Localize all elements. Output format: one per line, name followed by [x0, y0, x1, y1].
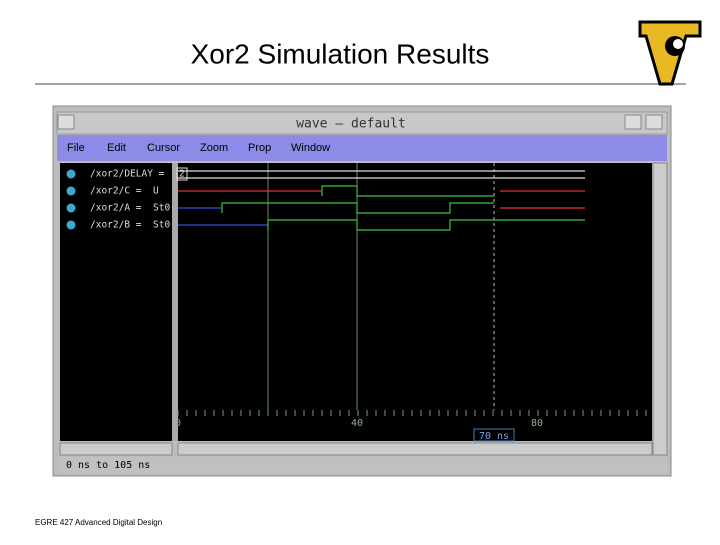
maximize-button[interactable] [645, 114, 663, 130]
menu-bar [57, 135, 667, 161]
status-text: 0 ns to 105 ns [66, 460, 150, 471]
signal-select[interactable] [66, 220, 76, 230]
waveforms [178, 170, 585, 231]
signal-value: U [153, 186, 159, 197]
title-bar [56, 111, 668, 135]
slide-title: Xor2 Simulation Results [191, 38, 490, 69]
signal-names-panel [60, 163, 172, 441]
time-label: 40 [351, 418, 363, 429]
menu-item[interactable]: Prop [248, 142, 271, 154]
signal-name: /xor2/DELAY = [90, 169, 165, 180]
wave-scrollbar[interactable] [177, 442, 653, 456]
names-scrollbar[interactable] [59, 442, 173, 456]
menu-item[interactable]: Zoom [200, 142, 228, 154]
wave-panel [178, 163, 652, 441]
signal-name: /xor2/A = [90, 203, 142, 214]
time-label: 80 [531, 418, 543, 429]
pane-divider[interactable] [172, 163, 178, 441]
menu-item[interactable]: Edit [107, 142, 126, 154]
vertical-scrollbar[interactable] [652, 162, 668, 456]
signal-select[interactable] [66, 203, 76, 213]
value-box [176, 167, 188, 181]
window-title: wave – default [296, 117, 406, 132]
signal-select[interactable] [66, 186, 76, 196]
time-label: 0 [175, 418, 181, 429]
signal-value: St0 [153, 220, 170, 231]
signal-name: /xor2/B = [90, 220, 142, 231]
footer: EGRE 427 Advanced Digital Design [35, 518, 162, 527]
minimize-button[interactable] [624, 114, 642, 130]
status-bar [60, 457, 667, 473]
signal-name: /xor2/C = [90, 186, 142, 197]
cursor-time-box [473, 428, 515, 442]
window-menu-button[interactable] [57, 114, 75, 130]
cursor-time: 70 ns [479, 431, 509, 442]
signal-value: 2 [179, 169, 185, 180]
menu-item[interactable]: File [67, 142, 85, 154]
signal-value: St0 [153, 203, 170, 214]
logo [638, 20, 702, 86]
menu-item[interactable]: Cursor [147, 142, 180, 154]
menu-item[interactable]: Window [291, 142, 330, 154]
signal-select[interactable] [66, 169, 76, 179]
